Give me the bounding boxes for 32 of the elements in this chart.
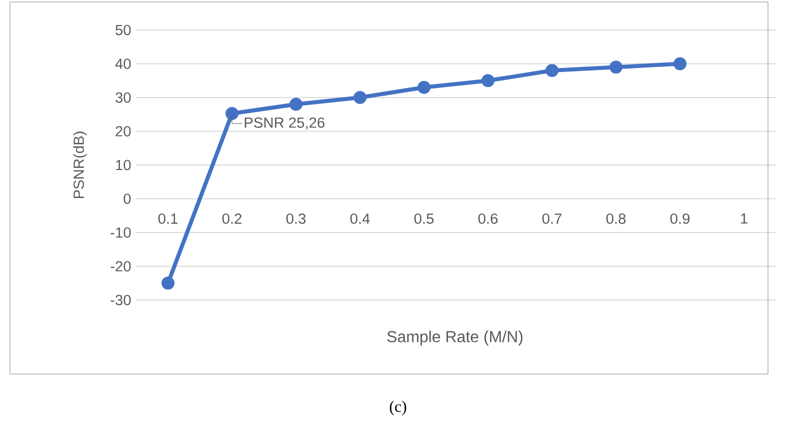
point [417,80,431,94]
y-tick-label: 10 [116,160,131,170]
y-axis-title: PSNR(dB) [73,132,87,198]
point [610,60,623,74]
point [225,106,239,120]
x-tick-label: 0.9 [670,213,690,224]
x-tick-label: 0.1 [158,213,178,224]
y-tick-label: 0 [124,194,131,204]
point [353,91,367,104]
point [289,98,303,111]
x-tick-label: 0.4 [350,213,370,224]
x-tick-label: 0.5 [414,213,434,224]
point [481,74,495,88]
x-axis-title: Sample Rate (M/N) [387,330,522,346]
text: (c) [390,400,406,416]
y-tick-label: 50 [116,24,131,36]
point [546,64,559,78]
annotation: PSNR 25,26 [244,117,324,130]
x-tick-label: 0.6 [478,213,498,224]
y-tick-label: -10 [110,227,131,238]
y-tick-label: -30 [110,294,131,306]
x-tick-label: 0.3 [286,213,306,224]
point [162,276,175,290]
y-tick-label: 40 [115,58,131,69]
y-tick-label: 30 [116,92,131,103]
x-tick-label: 0.7 [542,213,562,224]
x-tick-label: 0.2 [222,213,242,224]
x-tick-label: 0.8 [606,213,626,224]
point [674,57,687,70]
y-tick-label: 20 [116,126,131,136]
y-tick-label: -20 [110,261,131,272]
x-tick-label: 1 [741,213,748,224]
